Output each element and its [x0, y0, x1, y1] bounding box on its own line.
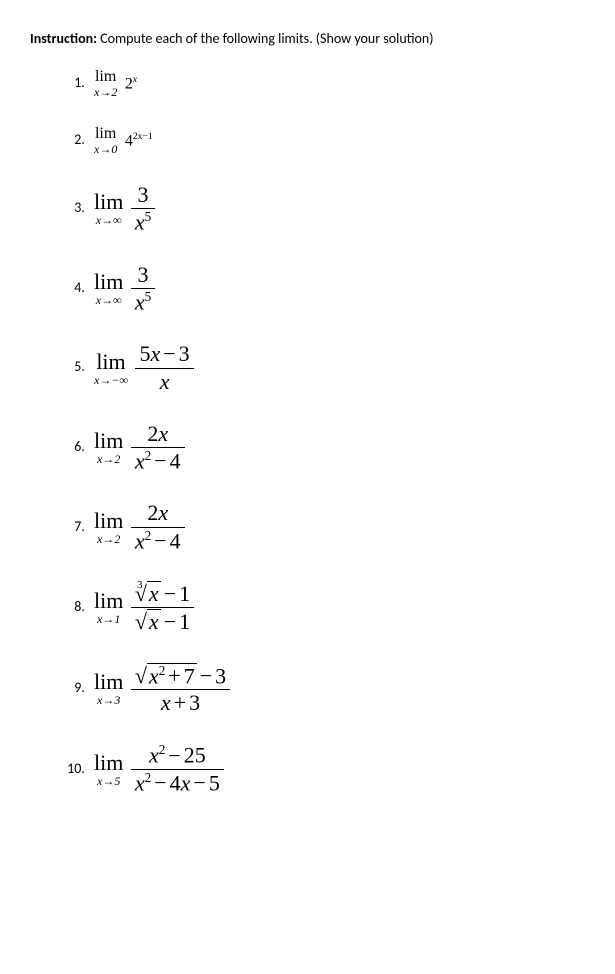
- expr-10: x2−25 x2−4x−5: [131, 743, 224, 795]
- expr-8: 3 √x −1 √x −1: [131, 581, 194, 634]
- problem-10: lim x→5 x2−25 x2−4x−5: [88, 743, 585, 795]
- problem-5: lim x→−∞ 5x−3 x: [88, 342, 585, 393]
- expr-2: 42x−1: [125, 131, 153, 150]
- expr-9: √x2+7 −3 x+3: [131, 663, 230, 716]
- instruction-text: Compute each of the following limits. (S…: [97, 30, 434, 47]
- lim-10: lim x→5: [94, 752, 123, 787]
- lim-8: lim x→1: [94, 590, 123, 625]
- expr-3: 3 x5: [131, 183, 155, 235]
- problem-8: lim x→1 3 √x −1 √x: [88, 581, 585, 634]
- expr-7: 2x x2−4: [131, 501, 185, 553]
- problem-4: lim x→∞ 3 x5: [88, 263, 585, 315]
- expr-5: 5x−3 x: [135, 342, 193, 393]
- problem-3: lim x→∞ 3 x5: [88, 183, 585, 235]
- problem-9: lim x→3 √x2+7 −3 x+3: [88, 663, 585, 716]
- problem-list: lim x→2 2x lim x→0 42x−1: [30, 69, 585, 795]
- instruction-label: Instruction:: [30, 30, 97, 47]
- expr-4: 3 x5: [131, 263, 155, 315]
- problem-6: lim x→2 2x x2−4: [88, 422, 585, 474]
- lim-9: lim x→3: [94, 671, 123, 706]
- problem-1: lim x→2 2x: [88, 69, 585, 98]
- problem-2: lim x→0 42x−1: [88, 126, 585, 155]
- lim-5: lim x→−∞: [94, 351, 128, 386]
- problem-7: lim x→2 2x x2−4: [88, 501, 585, 553]
- lim-4: lim x→∞: [94, 271, 123, 306]
- lim-1: lim x→2: [94, 69, 117, 98]
- lim-3: lim x→∞: [94, 191, 123, 226]
- expr-6: 2x x2−4: [131, 422, 185, 474]
- instruction-line: Instruction: Compute each of the followi…: [30, 30, 585, 47]
- lim-6: lim x→2: [94, 430, 123, 465]
- expr-1: 2x: [125, 74, 137, 93]
- lim-7: lim x→2: [94, 510, 123, 545]
- lim-2: lim x→0: [94, 126, 117, 155]
